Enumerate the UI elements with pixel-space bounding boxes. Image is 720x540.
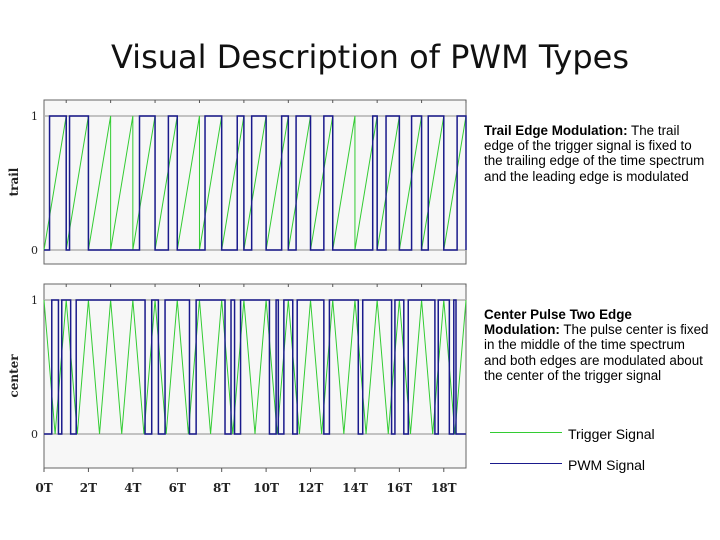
- trail-description: Trail Edge Modulation: The trail edge of…: [484, 123, 710, 184]
- xtick-label: 10T: [253, 481, 279, 495]
- xtick-label: 18T: [431, 481, 457, 495]
- undefined-ytick-label: 1: [31, 110, 38, 123]
- undefined-ytick-label: 0: [31, 428, 38, 441]
- trail-description-text: The trail edge of the trigger signal is …: [484, 123, 705, 184]
- legend-pwm-line: [490, 463, 562, 464]
- xtick-label: 14T: [342, 481, 368, 495]
- undefined-ytick-label: 1: [31, 294, 38, 307]
- undefined-plot-frame: [43, 283, 467, 469]
- xtick-label: 16T: [387, 481, 413, 495]
- undefined-pwm-series: [44, 299, 466, 435]
- xtick-label: 12T: [298, 481, 324, 495]
- page-title: Visual Description of PWM Types: [110, 38, 630, 76]
- xtick-label: 6T: [169, 481, 186, 495]
- xtick-label: 2T: [80, 481, 97, 495]
- undefined-ytick-label: 0: [31, 244, 38, 257]
- undefined-ylabel: trail: [7, 167, 21, 196]
- center-description-heading: Center Pulse Two Edge Modulation:: [484, 307, 632, 338]
- trail-description-heading: Trail Edge Modulation:: [484, 123, 628, 138]
- xtick-label: 4T: [124, 481, 141, 495]
- center-description-text: The pulse center is fixed in the middle …: [484, 322, 709, 383]
- legend-trigger-label: Trigger Signal: [568, 426, 655, 442]
- xtick-label: 0T: [35, 481, 52, 495]
- xtick-label: 8T: [213, 481, 230, 495]
- center-description: Center Pulse Two Edge Modulation: The pu…: [484, 307, 710, 383]
- undefined-pwm-series: [44, 115, 467, 251]
- legend-trigger-line: [490, 432, 562, 433]
- undefined-ylabel: center: [7, 354, 21, 398]
- undefined-trigger-series: [43, 115, 467, 251]
- legend-pwm-label: PWM Signal: [568, 457, 646, 473]
